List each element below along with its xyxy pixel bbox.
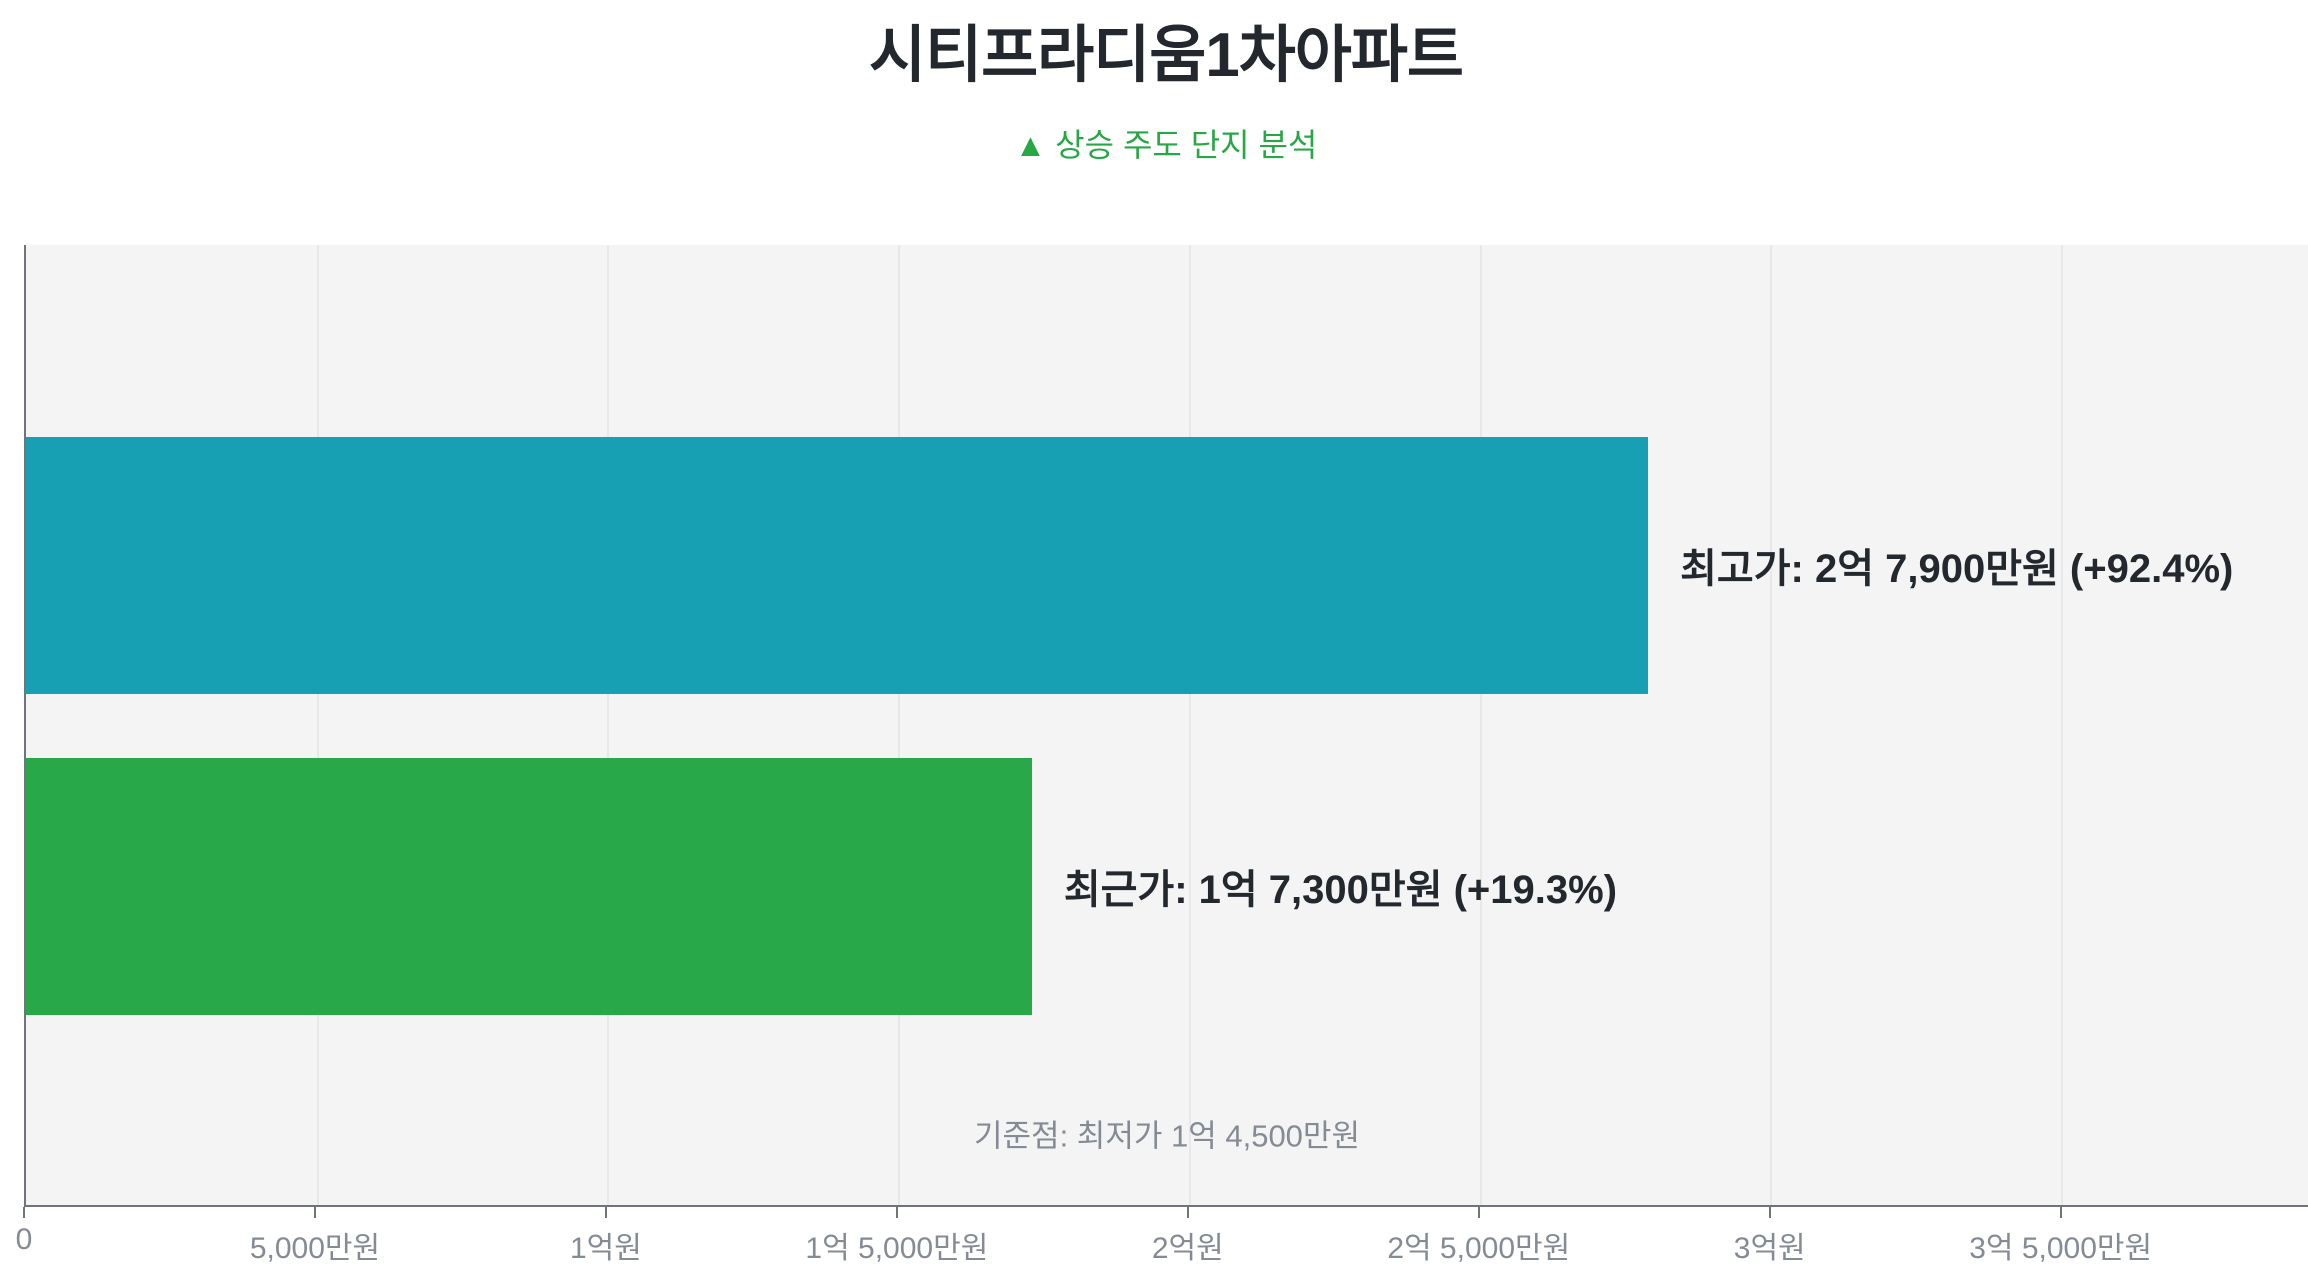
bar-최고가 [26, 437, 1649, 694]
bar-label-최고가: 최고가: 2억 7,900만원 (+92.4%) [1680, 547, 2234, 591]
x-tick-label: 3억 5,000만원 [1969, 1232, 2153, 1265]
x-tick-mark [1477, 1207, 1480, 1218]
x-tick-label: 2억원 [1151, 1232, 1224, 1265]
x-tick-mark [1186, 1207, 1189, 1218]
gridline [1188, 245, 1191, 1205]
x-tick-mark [1768, 1207, 1771, 1218]
chart-title: 시티프라디움1차아파트 [869, 21, 1464, 90]
gridline [2060, 245, 2063, 1205]
x-tick-label: 1억 5,000만원 [805, 1232, 989, 1265]
x-tick-mark [2059, 1207, 2062, 1218]
baseline-note: 기준점: 최저가 1억 4,500만원 [974, 1118, 1360, 1154]
x-tick-label: 3억원 [1733, 1232, 1806, 1265]
x-axis: 0 5,000만원 1억원 1억 5,000만원 2억원 2억 5,000만원 3억원 3억 … [16, 1207, 2308, 1268]
x-tick-label: 5,000만원 [249, 1232, 381, 1265]
x-tick-mark [604, 1207, 607, 1218]
x-tick-label: 1억원 [569, 1232, 642, 1265]
x-tick-mark [313, 1207, 316, 1218]
gridline [1479, 245, 1482, 1205]
plot-area: 최고가: 2억 7,900만원 (+92.4%) 최근가: 1억 7,300만원 … [24, 245, 2308, 1207]
x-tick-mark [895, 1207, 898, 1218]
bar-최근가 [26, 758, 1032, 1015]
gridline [1770, 245, 1773, 1205]
x-tick-label: 0 [15, 1223, 33, 1256]
gridline [898, 245, 901, 1205]
gridline [316, 245, 319, 1205]
x-tick-label: 2억 5,000만원 [1387, 1232, 1571, 1265]
gridline [607, 245, 610, 1205]
x-tick-mark [23, 1207, 25, 1218]
bar-label-최근가: 최근가: 1억 7,300만원 (+19.3%) [1063, 868, 1618, 912]
chart-subtitle: ▲ 상승 주도 단지 분석 [1014, 127, 1318, 163]
